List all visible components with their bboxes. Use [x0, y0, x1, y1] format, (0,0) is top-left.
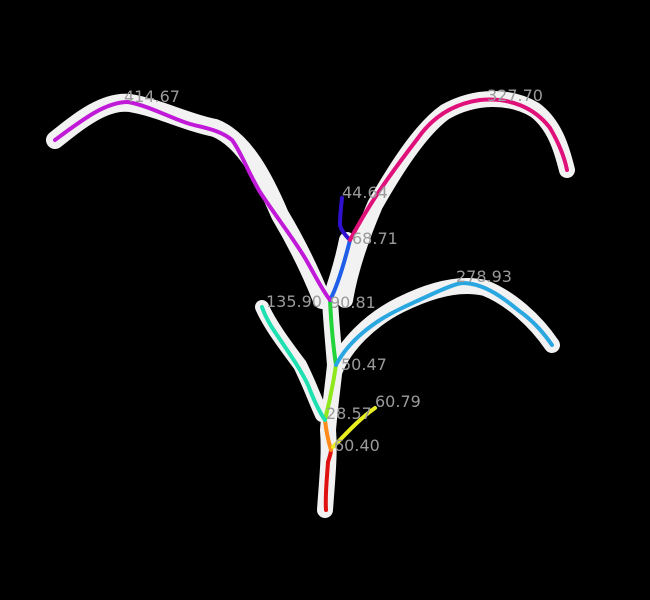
skeleton-leaf-lower-left — [260, 305, 327, 422]
skeleton-stem-upper — [328, 298, 338, 367]
segment-label-leaf-lower-right: 278.93 — [456, 267, 512, 286]
skeleton-leaf-lower-right — [334, 281, 554, 367]
silhouette-leaf-upper-left — [46, 93, 331, 309]
skeleton-stem-lower — [323, 418, 333, 452]
skeleton-leaf-upper-left — [53, 100, 332, 302]
skeleton-side-branch-small — [331, 406, 377, 449]
segment-label-leaf-upper-right: 327.70 — [487, 86, 543, 105]
skeleton-stem-base — [323, 448, 333, 512]
segment-label-stem-mid: 50.47 — [341, 355, 387, 374]
segment-label-leaf-upper-left: 414.67 — [124, 87, 180, 106]
segment-label-leaf-lower-left: 135.90 — [266, 292, 322, 311]
segment-label-stem-top: 68.71 — [352, 229, 398, 248]
skeleton-stem-mid — [323, 363, 338, 422]
skeleton-stem-tip — [338, 196, 352, 242]
plant-skeleton — [53, 97, 569, 512]
skeleton-leaf-upper-right — [348, 97, 569, 242]
segment-label-stem-tip: 44.64 — [342, 183, 388, 202]
segment-label-stem-base: 60.40 — [334, 436, 380, 455]
segment-label-side-branch-small: 60.79 — [375, 392, 421, 411]
segment-label-stem-lower: 28.57 — [326, 404, 372, 423]
segment-label-stem-upper: 90.81 — [330, 293, 376, 312]
skeleton-stem-top — [328, 238, 352, 302]
